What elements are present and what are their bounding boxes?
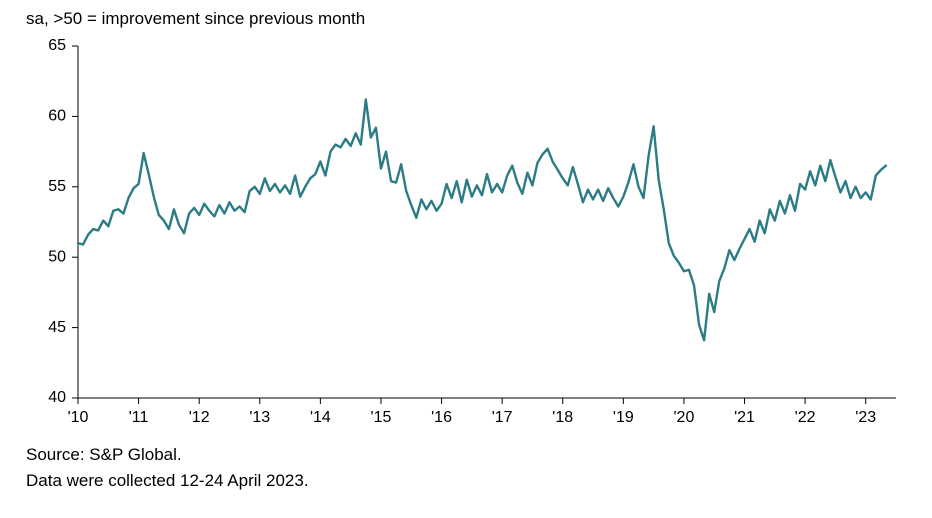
svg-text:'13: '13 [249, 409, 270, 426]
svg-text:65: 65 [48, 37, 66, 54]
source-line: Source: S&P Global. [26, 442, 912, 468]
chart-footer: Source: S&P Global. Data were collected … [26, 442, 912, 495]
svg-text:'16: '16 [431, 409, 452, 426]
chart-svg: 40 45 50 55 60 65 '10 '11 '12 '13 '14 '15 '16 '17 '18 '… [26, 36, 906, 434]
svg-text:'17: '17 [492, 409, 513, 426]
svg-text:60: 60 [48, 108, 66, 125]
svg-text:45: 45 [48, 319, 66, 336]
svg-text:'23: '23 [855, 409, 876, 426]
svg-text:50: 50 [48, 249, 66, 266]
svg-text:'11: '11 [129, 409, 149, 426]
data-collection-line: Data were collected 12-24 April 2023. [26, 468, 912, 494]
svg-text:55: 55 [48, 178, 66, 195]
svg-text:'18: '18 [552, 409, 573, 426]
chart-plot-area: 40 45 50 55 60 65 '10 '11 '12 '13 '14 '15 '16 '17 '18 '… [26, 36, 906, 434]
svg-text:'19: '19 [613, 409, 634, 426]
svg-text:'10: '10 [68, 409, 89, 426]
svg-text:'12: '12 [189, 409, 210, 426]
svg-text:'15: '15 [371, 409, 392, 426]
svg-text:40: 40 [48, 389, 66, 406]
chart-subtitle: sa, >50 = improvement since previous mon… [26, 8, 912, 30]
chart-container: sa, >50 = improvement since previous mon… [0, 0, 932, 518]
svg-text:'20: '20 [673, 409, 694, 426]
svg-text:'22: '22 [795, 409, 816, 426]
svg-text:'21: '21 [734, 409, 755, 426]
svg-text:'14: '14 [310, 409, 331, 426]
